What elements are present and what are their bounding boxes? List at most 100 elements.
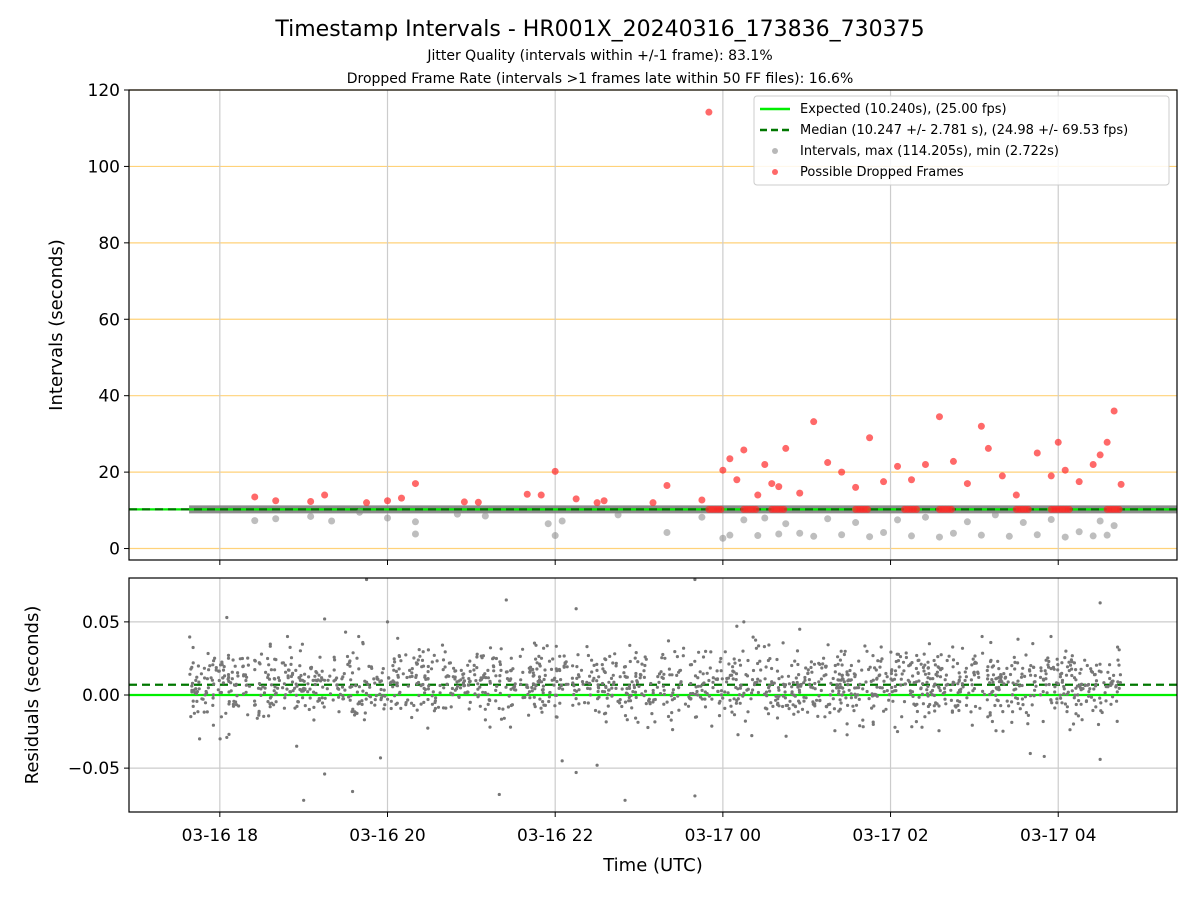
residual-point bbox=[414, 673, 418, 678]
residual-point bbox=[1067, 669, 1071, 673]
interval-point bbox=[544, 520, 552, 528]
residual-point bbox=[505, 677, 510, 681]
residual-point bbox=[1068, 728, 1072, 732]
residual-point bbox=[861, 725, 865, 729]
residual-point bbox=[1108, 676, 1112, 681]
residual-point bbox=[421, 664, 426, 668]
residual-point bbox=[488, 646, 493, 650]
residual-point bbox=[1060, 701, 1064, 705]
intervals-y-tick-label: 0 bbox=[109, 540, 120, 560]
residual-point bbox=[819, 677, 824, 681]
residual-point bbox=[1045, 691, 1049, 695]
residual-point bbox=[853, 692, 857, 696]
residual-point bbox=[861, 718, 865, 722]
residual-point bbox=[839, 701, 843, 705]
dropped-frame-point bbox=[705, 108, 713, 116]
residual-point bbox=[991, 664, 996, 668]
residual-point bbox=[1106, 685, 1110, 689]
dropped-frame-point bbox=[775, 483, 783, 491]
residual-point bbox=[562, 665, 566, 669]
residual-point bbox=[1014, 682, 1018, 686]
residual-point bbox=[894, 673, 898, 677]
residual-point bbox=[595, 763, 599, 767]
residual-point bbox=[262, 691, 267, 695]
residual-point bbox=[662, 692, 667, 696]
residual-point bbox=[256, 686, 261, 690]
residual-point bbox=[430, 694, 434, 698]
residual-point bbox=[449, 705, 453, 709]
residual-point bbox=[539, 656, 544, 660]
residual-point bbox=[969, 678, 974, 682]
residual-point bbox=[1011, 681, 1015, 685]
residual-point bbox=[873, 692, 877, 697]
residual-point bbox=[392, 668, 396, 672]
residual-point bbox=[241, 665, 245, 669]
residual-point bbox=[957, 671, 961, 675]
residual-point bbox=[882, 679, 886, 683]
residual-point bbox=[668, 673, 672, 677]
residual-point bbox=[985, 698, 989, 702]
residual-point bbox=[1108, 663, 1112, 667]
residual-point bbox=[504, 670, 508, 674]
residual-point bbox=[858, 682, 862, 687]
residual-point bbox=[910, 725, 914, 729]
residual-point bbox=[583, 701, 587, 705]
residual-point bbox=[418, 654, 422, 658]
chart-subtitle-dropped: Dropped Frame Rate (intervals >1 frames … bbox=[347, 71, 854, 87]
residual-point bbox=[781, 682, 786, 686]
residual-point bbox=[268, 702, 272, 706]
residual-point bbox=[236, 671, 240, 675]
residual-point bbox=[508, 725, 513, 729]
residual-point bbox=[719, 689, 724, 693]
residual-point bbox=[585, 645, 589, 649]
residual-point bbox=[772, 681, 776, 685]
residual-point bbox=[475, 652, 479, 656]
residual-point bbox=[671, 728, 675, 732]
residual-point bbox=[743, 719, 748, 723]
residual-point bbox=[991, 680, 995, 684]
residual-point bbox=[247, 684, 252, 688]
residual-point bbox=[990, 719, 995, 724]
residual-point bbox=[190, 688, 194, 692]
residual-point bbox=[272, 703, 276, 707]
residual-point bbox=[875, 694, 879, 698]
residual-point bbox=[559, 678, 563, 682]
dropped-frame-point bbox=[977, 422, 985, 430]
dropped-frame-point bbox=[838, 468, 846, 476]
dropped-frame-point bbox=[1096, 451, 1104, 459]
interval-point bbox=[1103, 531, 1111, 539]
residual-point bbox=[693, 674, 698, 678]
residual-point bbox=[993, 703, 997, 708]
residual-point bbox=[535, 667, 539, 671]
residual-point bbox=[916, 671, 920, 675]
residual-point bbox=[754, 638, 758, 642]
residual-point bbox=[627, 699, 631, 703]
residual-point bbox=[488, 725, 492, 729]
residual-point bbox=[831, 689, 835, 693]
residual-point bbox=[476, 687, 480, 691]
residual-point bbox=[600, 681, 605, 686]
residual-point bbox=[592, 676, 596, 680]
residual-point bbox=[434, 696, 438, 700]
residual-point bbox=[1044, 672, 1048, 676]
residual-point bbox=[938, 689, 942, 693]
residual-point bbox=[828, 711, 832, 715]
residual-point bbox=[826, 643, 830, 647]
residual-point bbox=[972, 670, 976, 674]
residual-point bbox=[189, 667, 193, 671]
residual-point bbox=[764, 690, 769, 694]
residual-point bbox=[267, 714, 271, 718]
residual-point bbox=[871, 678, 875, 682]
interval-point bbox=[991, 511, 999, 519]
residual-point bbox=[848, 678, 852, 683]
dropped-frame-point bbox=[1033, 449, 1041, 457]
residual-point bbox=[368, 685, 372, 689]
residual-point bbox=[281, 686, 285, 690]
residual-point bbox=[912, 702, 916, 706]
residual-point bbox=[895, 652, 899, 656]
residual-point bbox=[268, 642, 272, 646]
residual-point bbox=[969, 710, 973, 714]
residual-point bbox=[719, 693, 724, 697]
dropped-frame-point bbox=[523, 490, 531, 498]
residual-point bbox=[586, 701, 590, 705]
